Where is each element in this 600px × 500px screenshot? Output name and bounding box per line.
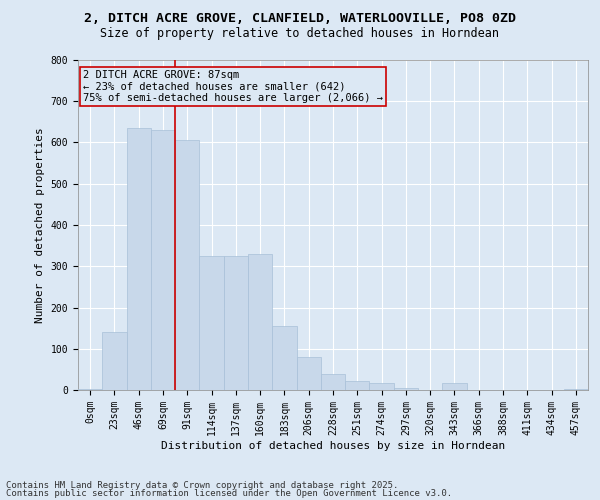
Text: Contains HM Land Registry data © Crown copyright and database right 2025.: Contains HM Land Registry data © Crown c…: [6, 481, 398, 490]
Bar: [442, 382, 467, 390]
Bar: [199, 256, 224, 390]
Text: Contains public sector information licensed under the Open Government Licence v3: Contains public sector information licen…: [6, 488, 452, 498]
X-axis label: Distribution of detached houses by size in Horndean: Distribution of detached houses by size …: [161, 440, 505, 450]
Text: 2 DITCH ACRE GROVE: 87sqm
← 23% of detached houses are smaller (642)
75% of semi: 2 DITCH ACRE GROVE: 87sqm ← 23% of detac…: [83, 70, 383, 103]
Bar: [272, 326, 296, 390]
Bar: [127, 128, 151, 390]
Bar: [564, 389, 588, 390]
Bar: [321, 374, 345, 390]
Bar: [175, 140, 199, 390]
Bar: [102, 332, 127, 390]
Bar: [224, 256, 248, 390]
Bar: [78, 389, 102, 390]
Bar: [370, 382, 394, 390]
Bar: [151, 130, 175, 390]
Bar: [394, 388, 418, 390]
Bar: [345, 381, 370, 390]
Text: 2, DITCH ACRE GROVE, CLANFIELD, WATERLOOVILLE, PO8 0ZD: 2, DITCH ACRE GROVE, CLANFIELD, WATERLOO…: [84, 12, 516, 26]
Bar: [248, 254, 272, 390]
Bar: [296, 357, 321, 390]
Y-axis label: Number of detached properties: Number of detached properties: [35, 127, 45, 323]
Text: Size of property relative to detached houses in Horndean: Size of property relative to detached ho…: [101, 28, 499, 40]
